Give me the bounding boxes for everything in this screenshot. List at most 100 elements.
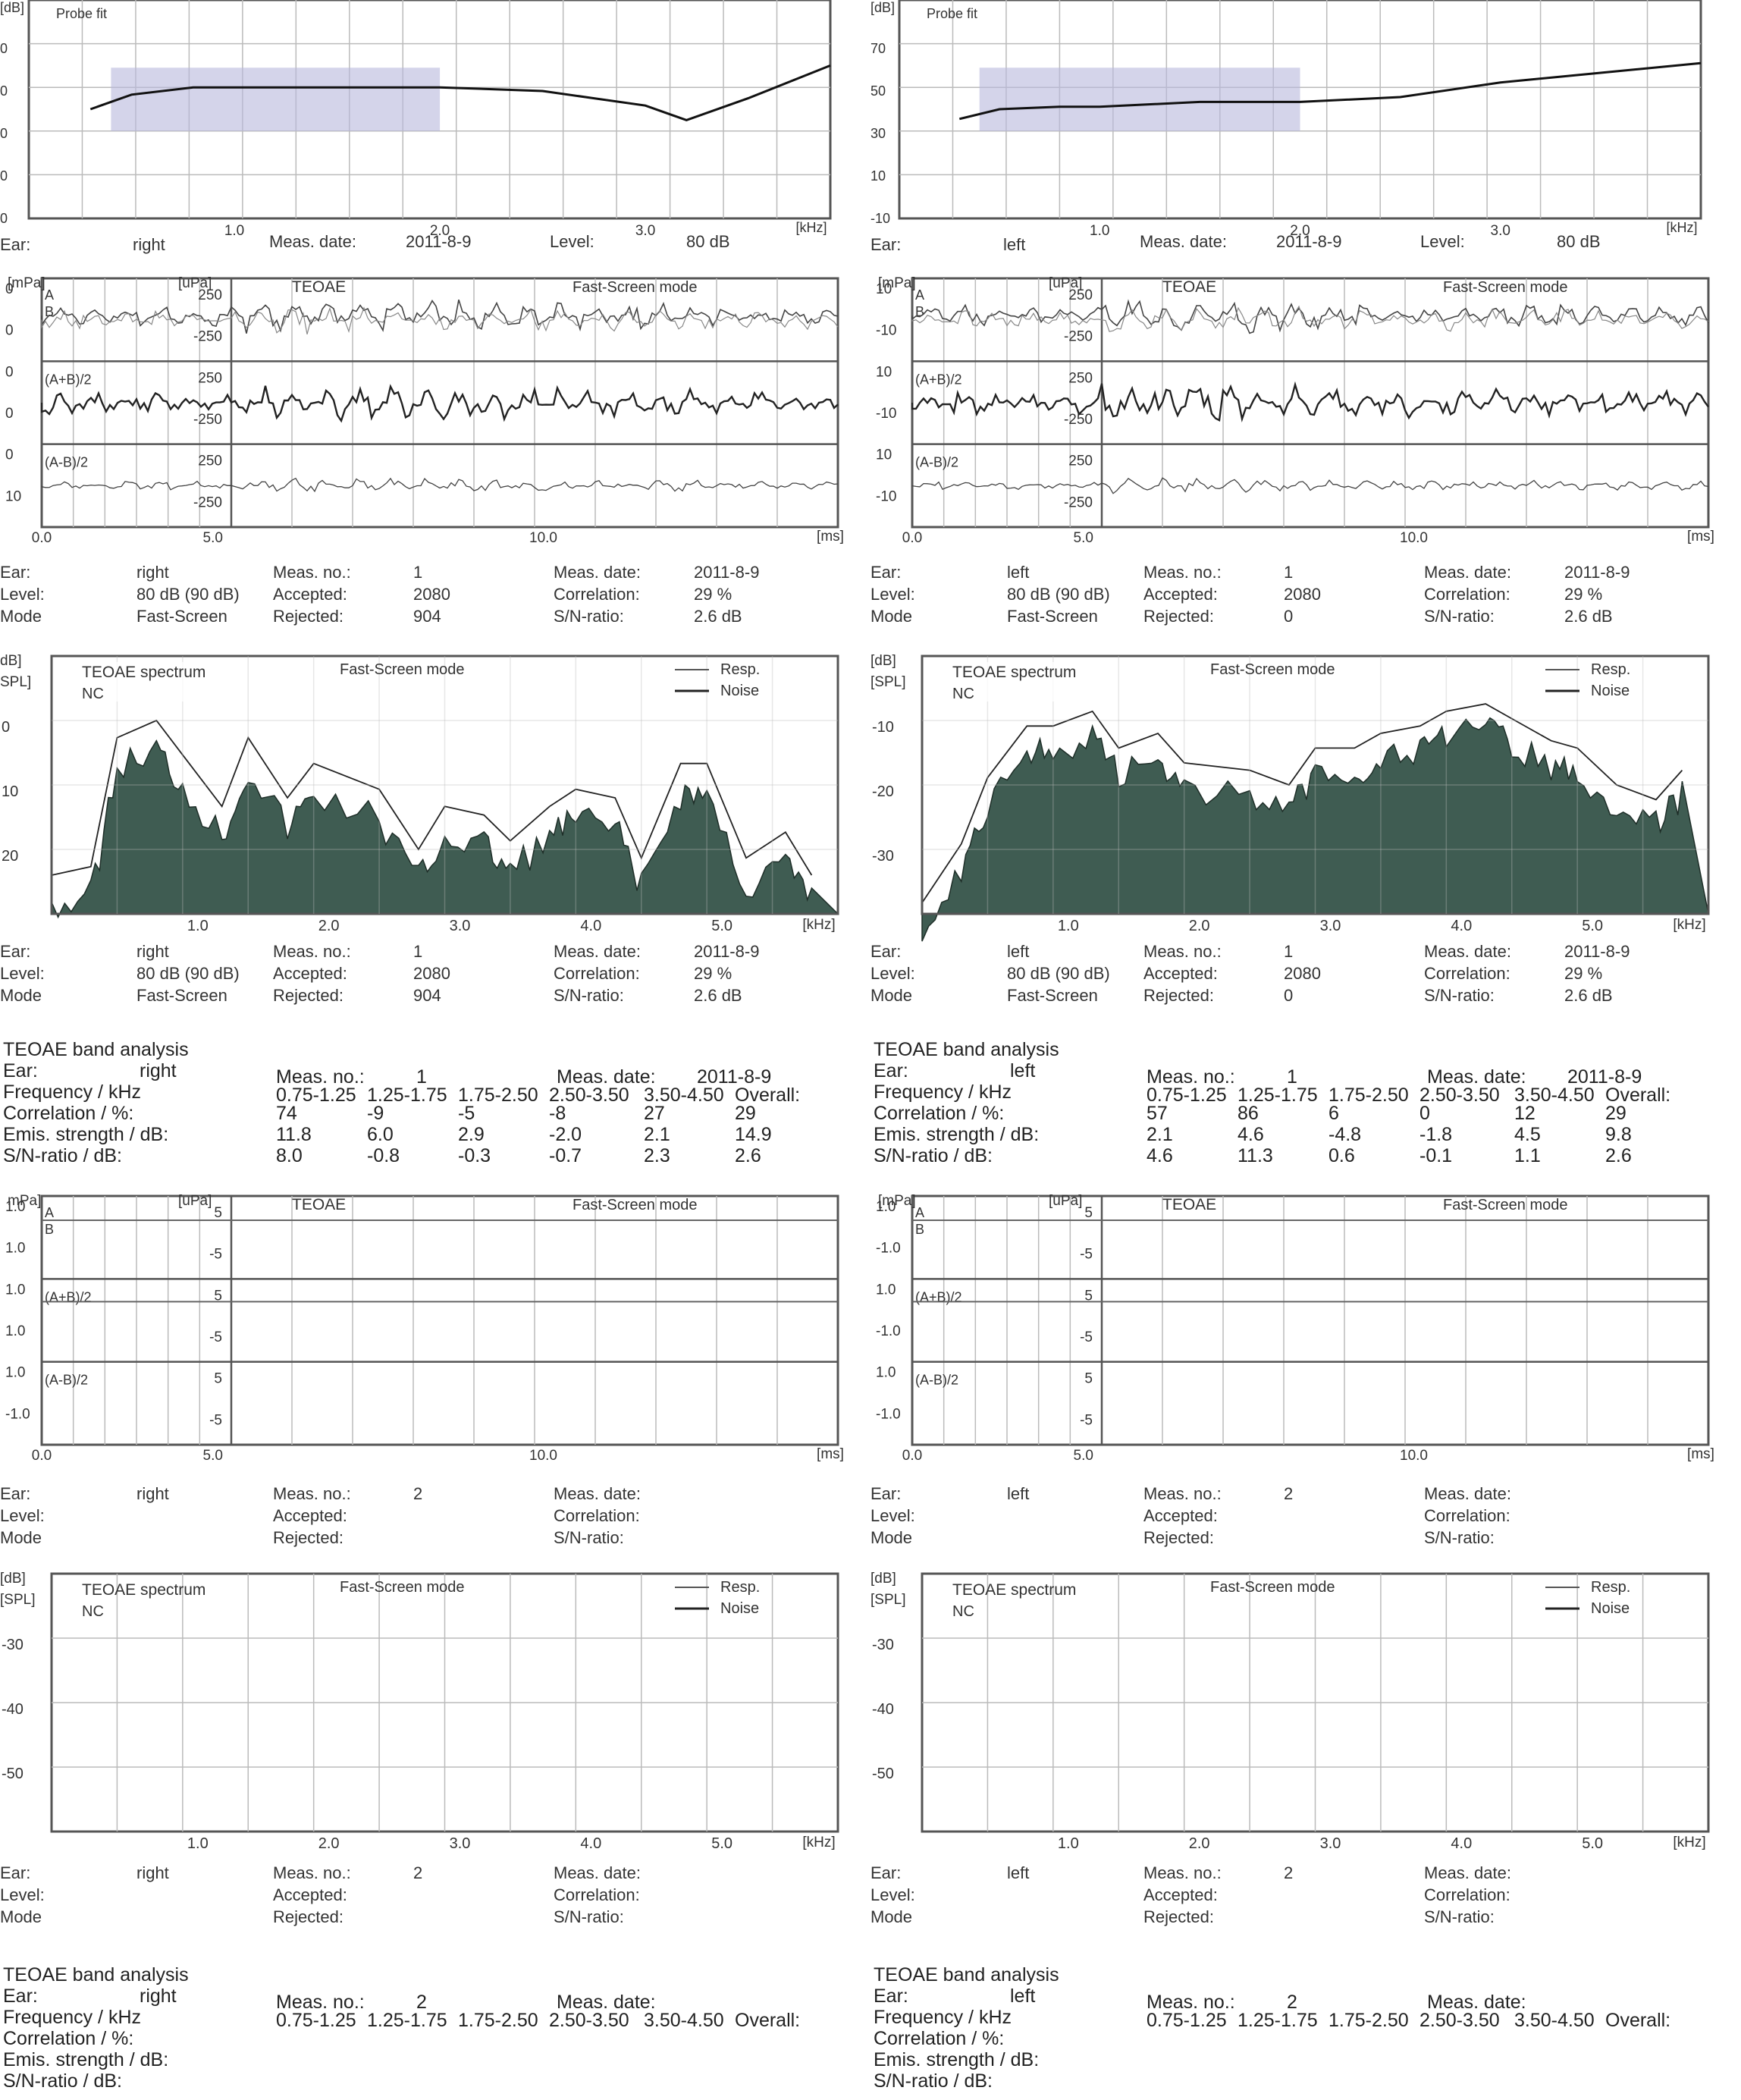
- x-tick: 4.0: [580, 1835, 601, 1852]
- measurement-info: Ear: right Meas. no.: 1 Meas. date: 2011-8-9 L…: [0, 561, 870, 634]
- y-tick-mid: -250: [193, 329, 222, 345]
- level-value: 80 dB: [1557, 232, 1601, 251]
- band-sn-cell: 2.6: [1605, 1145, 1632, 1166]
- trace-label: (A+B)/2: [45, 372, 92, 387]
- info-ear: right: [136, 563, 169, 582]
- measurement-info: Ear: right Meas. no.: 2 Meas. date: Level: Acc…: [0, 1483, 870, 1555]
- x-unit: [ms]: [817, 1446, 844, 1462]
- y-tick-mid: -5: [209, 1329, 222, 1345]
- info-date: 2011-8-9: [694, 563, 760, 582]
- info-accepted: 2080: [413, 585, 450, 604]
- y-tick: 70: [870, 41, 886, 56]
- x-unit: [kHz]: [802, 1835, 835, 1850]
- y-tick-mid: -250: [1064, 412, 1093, 428]
- band-emis-label: Emis. strength / dB:: [874, 1124, 1040, 1145]
- y-tick-left: 1.0: [5, 1282, 25, 1298]
- band-header-cell: 1.25-1.75: [367, 2010, 447, 2031]
- band-sn-cell: -0.1: [1419, 1145, 1453, 1166]
- teoae-waveform-chart: [mPa] [uPa] TEOAE Fast-Screen mode 10 -10 10 -1…: [876, 275, 1714, 546]
- x-unit: [kHz]: [1666, 220, 1697, 235]
- band-measno-label: Meas. no.:: [1147, 1066, 1235, 1088]
- info-ear: right: [136, 1484, 169, 1503]
- nc-label: NC: [952, 686, 974, 702]
- band-header-cell: 1.25-1.75: [1238, 2010, 1318, 2031]
- chart-title: TEOAE: [292, 278, 346, 296]
- band-header-cell: 2.50-3.50: [549, 2010, 629, 2031]
- info-date-label: Meas. date:: [1424, 942, 1511, 961]
- x-tick: 5.0: [711, 1835, 732, 1852]
- level-label: Level:: [550, 232, 594, 251]
- info-ear-label: Ear:: [870, 1484, 902, 1503]
- measurement-info: Ear: left Meas. no.: 1 Meas. date: 2011-8-9 Le…: [870, 940, 1741, 1013]
- level-value: 80 dB: [686, 232, 730, 251]
- band-date-value: 2011-8-9: [1567, 1066, 1642, 1088]
- info-level: 80 dB (90 dB): [1007, 964, 1110, 983]
- x-tick: 0.0: [32, 530, 52, 546]
- y-tick: -10: [872, 719, 894, 736]
- info-mode-label: Mode: [870, 1528, 913, 1547]
- band-corr-cell: -5: [458, 1103, 475, 1124]
- x-tick: 3.0: [450, 1835, 471, 1852]
- band-header-cell: 0.75-1.25: [1147, 2010, 1227, 2031]
- y-tick-left: 10: [876, 447, 892, 463]
- legend-noise: Noise: [720, 1600, 759, 1617]
- x-tick: 5.0: [203, 530, 223, 546]
- band-emis-label: Emis. strength / dB:: [3, 1124, 169, 1145]
- band-analysis-table: TEOAE band analysis Ear: left Meas. no.: 2 Me…: [874, 1964, 1738, 2093]
- info-corr-label: Correlation:: [554, 1506, 640, 1525]
- chart-mode: Fast-Screen mode: [1210, 1579, 1335, 1596]
- band-corr-label: Correlation / %:: [874, 2028, 1005, 2049]
- info-ear-label: Ear:: [870, 942, 902, 961]
- band-header-cell: 1.25-1.75: [367, 1085, 447, 1106]
- band-emis-cell: 6.0: [367, 1124, 394, 1145]
- info-sn: 2.6 dB: [694, 607, 742, 626]
- band-measno-label: Meas. no.:: [1147, 1992, 1235, 2013]
- x-tick: 5.0: [203, 1448, 223, 1464]
- info-rejected: 0: [1284, 607, 1294, 626]
- ear-value: right: [133, 235, 165, 254]
- info-sn: 2.6 dB: [1564, 986, 1613, 1005]
- band-sn-label: S/N-ratio / dB:: [3, 1145, 122, 1166]
- band-emis-cell: -2.0: [549, 1124, 582, 1145]
- teoae-spectrum-chart: [dB] [SPL] TEOAE spectrum NC Fast-Screen mod…: [0, 1571, 839, 1852]
- info-level-label: Level:: [870, 964, 915, 983]
- band-ear-value: right: [140, 1985, 177, 2007]
- trace-label: (A-B)/2: [915, 1373, 958, 1388]
- band-corr-cell: 12: [1514, 1103, 1536, 1124]
- band-sn-cell: -0.3: [458, 1145, 491, 1166]
- y-tick-left: 1.0: [5, 1323, 25, 1339]
- y-unit-mid: [uPa]: [1049, 1193, 1082, 1209]
- info-accepted: 2080: [1284, 964, 1321, 983]
- band-corr-cell: -9: [367, 1103, 384, 1124]
- band-sn-cell: 0.6: [1328, 1145, 1355, 1166]
- x-tick: 0.0: [902, 530, 922, 546]
- y-tick: 0: [0, 126, 8, 141]
- band-header-cell: Overall:: [1605, 1085, 1671, 1106]
- x-tick: 1.0: [187, 918, 209, 934]
- y-tick: 10: [2, 783, 18, 800]
- x-tick: 2.0: [318, 918, 340, 934]
- band-header-cell: 0.75-1.25: [276, 2010, 356, 2031]
- trace-b: [911, 305, 1709, 332]
- nc-label: NC: [82, 1603, 104, 1620]
- trace-label: B: [45, 304, 54, 319]
- title-bg: [937, 662, 1074, 702]
- info-level-label: Level:: [0, 585, 45, 604]
- info-accepted-label: Accepted:: [1143, 585, 1218, 604]
- band-header-cell: 1.75-2.50: [458, 2010, 538, 2031]
- chart-mode: Fast-Screen mode: [572, 279, 698, 296]
- band-header-cell: 1.75-2.50: [1328, 2010, 1409, 2031]
- chart-title: TEOAE spectrum: [82, 1581, 205, 1599]
- info-mode-label: Mode: [0, 1528, 42, 1547]
- info-accepted-label: Accepted:: [273, 585, 347, 604]
- y-tick-left: -1.0: [876, 1323, 901, 1339]
- y-tick-left: -10: [876, 406, 896, 422]
- chart-title: TEOAE: [1162, 1196, 1216, 1213]
- info-mode: Fast-Screen: [136, 607, 227, 626]
- info-measno-label: Meas. no.:: [273, 563, 351, 582]
- noise-area: [921, 717, 1709, 942]
- trace-diff: [911, 477, 1709, 494]
- waveform-frame: [911, 1194, 1710, 1446]
- info-accepted-label: Accepted:: [273, 1506, 347, 1525]
- band-emis-cell: 2.9: [458, 1124, 485, 1145]
